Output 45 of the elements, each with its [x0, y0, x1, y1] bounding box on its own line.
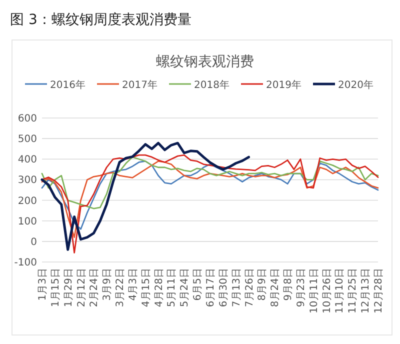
x-tick-label: 11月10日	[334, 268, 346, 314]
x-tick-label: 5月11日	[166, 268, 178, 308]
legend-label: 2016年	[50, 79, 86, 91]
y-tick-label: 100	[18, 216, 37, 228]
x-tick-label: 12月28日	[374, 268, 384, 314]
x-tick-label: 6月30日	[218, 268, 230, 308]
x-tick-label: 6月5日	[192, 268, 204, 301]
x-tick-label: 8月24日	[270, 268, 282, 308]
x-tick-label: 7月26日	[244, 268, 256, 308]
y-tick-label: 400	[18, 154, 37, 166]
x-tick-label: 3月22日	[115, 268, 126, 308]
x-tick-label: 10月26日	[322, 268, 333, 314]
x-tick-label: 12月13日	[360, 268, 372, 314]
y-tick-label: 600	[18, 114, 37, 124]
x-tick-label: 2月12日	[76, 268, 88, 308]
x-tick-label: 1月3日	[38, 268, 48, 301]
y-tick-label: 500	[18, 134, 37, 146]
x-tick-label: 1月15日	[50, 268, 62, 308]
y-tick-label: 200	[18, 196, 37, 207]
x-tick-label: 6月17日	[206, 268, 216, 308]
x-tick-label: 2月24日	[89, 268, 100, 308]
x-tick-label: 8月9日	[257, 268, 268, 301]
y-tick-label: 300	[18, 175, 37, 186]
legend-label: 2020年	[338, 79, 374, 91]
x-tick-label: 9月8日	[283, 268, 294, 301]
legend-label: 2017年	[122, 79, 158, 91]
x-tick-label: 4月3日	[128, 268, 139, 301]
x-tick-label: 9月23日	[296, 268, 307, 308]
x-tick-label: 5月24日	[180, 268, 191, 308]
x-tick-label: 4月15日	[140, 268, 152, 308]
y-tick-label: 0	[30, 236, 37, 248]
line-series	[41, 156, 379, 210]
x-tick-label: 4月28日	[154, 268, 165, 308]
chart-subtitle: 螺纹钢表观消费	[156, 54, 254, 70]
x-tick-label: 10月11日	[308, 268, 320, 314]
x-tick-label: 3月9日	[102, 268, 114, 301]
line-series	[40, 142, 250, 251]
legend-label: 2019年	[266, 79, 302, 91]
chart-title: 图 3：螺纹钢周度表观消费量	[10, 12, 192, 28]
y-tick-label: -100	[14, 258, 37, 268]
line-series	[41, 154, 379, 254]
legend-label: 2018年	[194, 79, 230, 91]
x-tick-label: 7月13日	[231, 268, 242, 308]
x-tick-label: 11月25日	[348, 268, 359, 314]
x-tick-label: 1月29日	[63, 268, 74, 308]
